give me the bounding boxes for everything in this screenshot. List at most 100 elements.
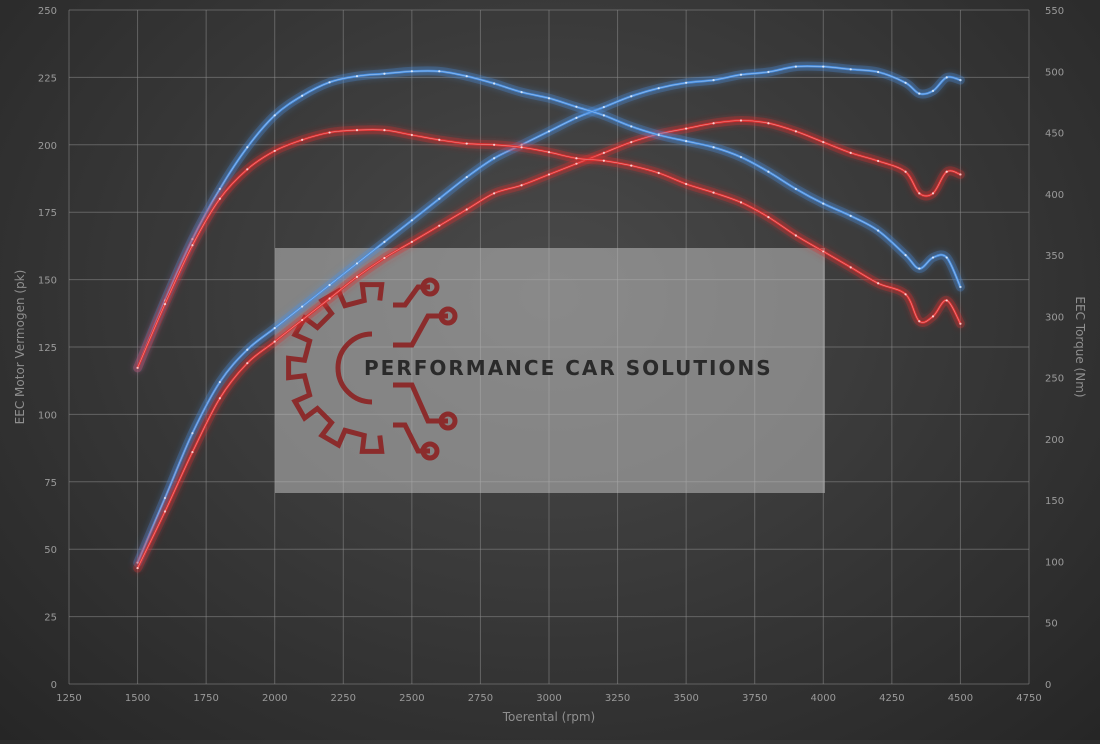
circuit-node [420,441,440,461]
series-point [794,130,797,133]
x-tick-label: 2500 [399,693,424,704]
series-point [739,73,743,76]
x-tick-label: 4250 [879,693,904,704]
y-axis-right-label: EEC Torque (Nm) [1073,296,1087,397]
series-point [931,192,935,195]
series-point [739,119,743,122]
series-point [630,95,633,98]
series-0-left [133,61,965,568]
series-point [136,366,139,369]
series-point [328,283,331,287]
y-left-tick-label: 175 [38,208,57,219]
series-point [945,170,948,173]
y-right-tick-label: 150 [1045,496,1064,507]
series-point [163,303,167,306]
series-point [273,114,276,117]
series-point [657,133,660,137]
series-point [767,216,770,219]
series-point [931,89,935,92]
y-right-tick-label: 100 [1045,557,1064,568]
series-point [273,340,276,343]
series-point [547,173,551,176]
series-point [465,176,468,179]
series-point [712,78,715,82]
series-point [945,256,948,259]
gear-outline [286,282,385,454]
x-tick-label: 3250 [605,693,630,704]
series-point [575,105,578,108]
series-point [959,322,962,325]
series-point [767,122,770,125]
series-point [136,566,139,570]
series-point [301,305,304,308]
series-point [575,162,578,165]
series-point [822,250,825,253]
series-point [163,496,167,500]
series-point [218,397,221,400]
y-right-tick-label: 50 [1045,619,1058,630]
y-right-tick-label: 300 [1045,312,1064,323]
series-point [849,266,852,269]
series-point [575,116,578,119]
series-point [685,140,688,143]
series-point [438,138,441,141]
series-point [520,91,523,94]
circuit-node [420,277,440,297]
series-point [877,229,880,232]
x-tick-label: 3750 [742,693,767,704]
series-point [493,143,496,146]
y-left-tick-label: 150 [38,276,57,287]
series-point [383,128,386,132]
x-tick-label: 3500 [673,693,698,704]
y-left-tick-label: 100 [38,410,57,421]
series-point [602,114,605,117]
series-point [410,219,413,222]
series-point [794,234,797,237]
series-point [301,138,304,141]
series-point [493,157,496,160]
y-left-tick-label: 75 [44,478,57,489]
series-point [246,146,249,149]
circuit-node [438,306,458,326]
y-right-tick-label: 500 [1045,67,1064,78]
series-point [794,187,797,191]
series-point [547,130,551,133]
x-tick-label: 2750 [468,693,493,704]
series-point [355,275,359,279]
series-point [355,75,359,78]
series-point [877,282,880,285]
series-point [918,320,921,323]
series-point [575,157,578,160]
series-point [685,81,688,84]
series-point [383,72,386,75]
series-point [246,348,249,351]
series-point [630,125,633,128]
series-point [657,171,660,175]
circuit-node [438,411,458,431]
series-point [877,159,880,163]
x-tick-label: 1250 [56,693,81,704]
y-left-tick-label: 25 [44,613,57,624]
y-right-tick-label: 250 [1045,374,1064,385]
series-point [602,105,605,109]
series-point [328,131,331,134]
series-3-right [133,125,965,373]
series-point [945,76,948,79]
series-point [273,149,276,153]
series-point [602,151,605,154]
series-point [246,168,249,171]
series-point [355,262,359,265]
series-point [822,202,825,205]
series-point [410,240,413,243]
series-point [547,97,551,100]
x-axis-label: Toerental (rpm) [502,710,595,724]
series-point [301,318,304,322]
y-right-tick-label: 450 [1045,129,1064,140]
series-point [410,133,413,137]
series-point [602,159,605,162]
series-point [520,184,523,187]
series-point [438,70,441,73]
series-point [465,142,468,145]
series-point [712,122,715,125]
